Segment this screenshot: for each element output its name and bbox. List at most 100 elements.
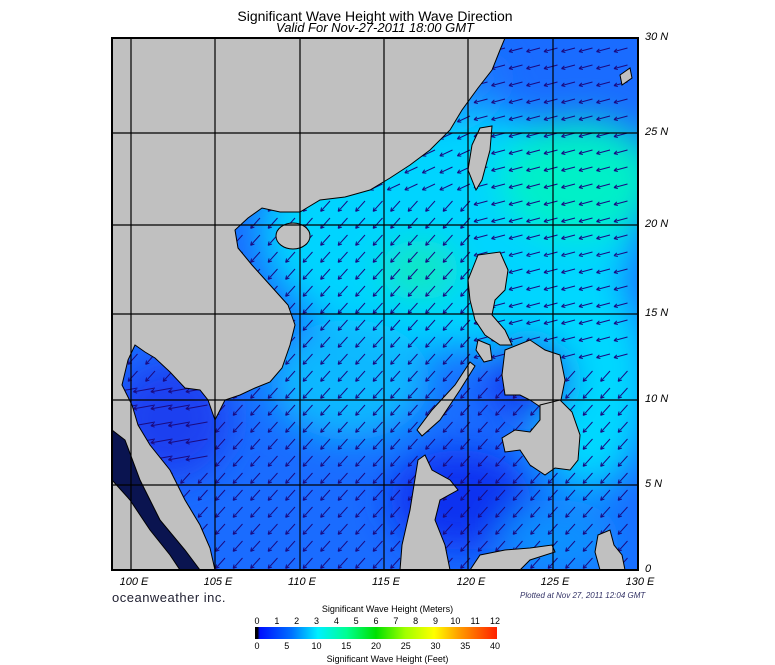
wave-arrow [407,251,418,263]
wave-arrow [372,489,383,501]
wave-arrow [404,183,418,191]
lat-label: 0 [645,563,652,575]
wave-arrow [495,421,506,433]
wave-arrow [565,540,576,552]
wave-arrow [337,523,348,535]
wave-arrow [613,183,628,190]
wave-arrow [600,455,611,467]
luzon [467,251,513,346]
wave-arrow [425,353,436,365]
wave-arrow [372,200,383,212]
wave-arrow [508,200,523,207]
wave-arrow [267,251,278,263]
lon-label: 100 E [119,576,149,588]
wave-arrow [390,268,401,280]
wave-arrow [250,557,261,569]
wave-arrow [578,64,593,71]
wave-arrow [267,438,278,450]
wave-arrow [473,234,488,241]
wave-arrow [337,438,348,450]
wave-arrow [197,472,208,484]
asia-mainland [112,38,506,570]
wave-arrow [355,387,366,399]
wave-arrow [425,268,436,280]
wave-arrow [565,370,576,382]
wave-arrow [442,506,453,518]
wave-arrow [508,183,523,190]
wave-arrow [320,404,331,416]
wave-arrow [320,353,331,365]
wave-arrow [565,387,576,399]
wave-arrow [617,506,628,518]
lon-label: 120 E [456,576,486,588]
wave-arrow [578,353,593,360]
wave-arrow [596,268,611,275]
wave-arrow [250,472,261,484]
wave-arrow [526,132,541,139]
wave-arrow [582,506,593,518]
wave-arrow [600,421,611,433]
wave-arrow [197,506,208,518]
wave-arrow [442,421,453,433]
wave-arrow [404,166,418,174]
wave-arrow [596,353,611,360]
wave-arrow [491,149,506,156]
wave-arrow [168,421,191,428]
meters-tick: 9 [432,616,438,626]
wave-arrow [425,336,436,348]
wave-arrow [596,200,611,207]
wave-arrow [355,489,366,501]
wave-arrow [285,421,296,433]
wave-arrow [285,404,296,416]
wave-arrow [285,353,296,365]
wave-arrow [596,302,611,309]
feet-tick: 40 [489,641,500,651]
feet-tick: 20 [370,641,381,651]
wave-arrow [543,234,558,241]
wave-arrow [491,234,506,241]
wave-arrow [185,421,208,428]
wave-arrow [613,285,628,292]
wave-arrow [582,387,593,399]
wave-arrow [526,268,541,275]
wave-arrow [215,523,226,535]
wave-arrow [596,336,611,343]
wave-arrow [337,472,348,484]
wave-arrow [390,336,401,348]
wave-arrow [512,506,523,518]
wave-arrow [526,183,541,190]
wave-arrow [215,557,226,569]
wave-arrow [543,81,558,88]
wave-arrow [617,523,628,535]
wave-arrow [565,472,576,484]
wave-arrow [491,132,506,139]
wave-arrow [508,217,523,224]
wave-arrow [491,98,506,105]
wave-arrow [372,421,383,433]
wave-arrow [565,523,576,535]
wave-arrow [617,438,628,450]
wave-arrow [442,285,453,297]
wave-arrow [561,234,576,241]
wave-arrow [526,319,541,326]
borneo [399,454,459,570]
wave-arrow [543,115,558,122]
wave-arrow [407,285,418,297]
wave-arrow [508,319,523,326]
wave-arrow [508,132,523,139]
lat-label: 20 N [645,218,669,230]
wave-arrow [232,455,243,467]
wave-arrow [250,251,261,263]
wave-arrow [355,336,366,348]
wave-arrow [180,472,191,484]
wave-arrow [302,523,313,535]
wave-arrow [215,489,226,501]
wave-arrow [477,404,488,416]
wave-arrow [285,489,296,501]
wave-arrow [320,540,331,552]
wave-arrow [508,64,523,71]
wave-arrow [442,302,453,314]
wave-arrow [185,438,208,445]
wave-arrow [565,506,576,518]
wave-arrow [543,251,558,258]
